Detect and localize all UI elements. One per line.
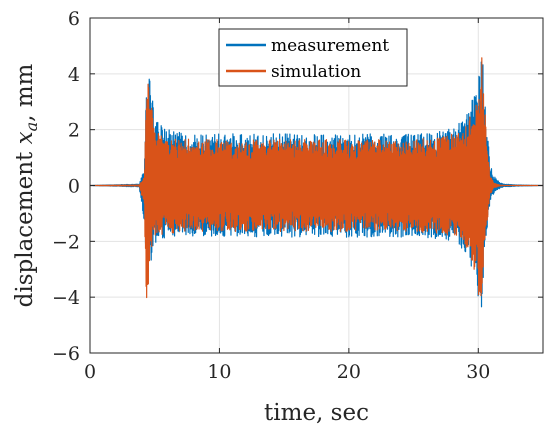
legend-label-simulation: simulation bbox=[271, 62, 361, 82]
y-axis-label-suffix: , mm bbox=[12, 63, 38, 121]
y-tick-label-3: 0 bbox=[68, 176, 80, 198]
y-tick-label-5: 4 bbox=[68, 64, 80, 86]
y-tick-label-4: 2 bbox=[68, 120, 80, 142]
y-axis-label-subscript: a bbox=[22, 122, 41, 132]
x-tick-label-0: 0 bbox=[84, 361, 96, 383]
legend: measurement simulation bbox=[218, 28, 408, 87]
y-axis-label: displacement xa, mm bbox=[12, 63, 41, 307]
series-line-simulation bbox=[89, 57, 544, 299]
y-tick-label-0: −6 bbox=[52, 343, 80, 365]
series-layer bbox=[89, 57, 544, 308]
legend-box bbox=[218, 28, 408, 87]
x-tick-label-3: 30 bbox=[466, 361, 490, 383]
x-tick-label-2: 20 bbox=[337, 361, 361, 383]
x-tick-label-1: 10 bbox=[207, 361, 231, 383]
axes bbox=[89, 17, 544, 354]
y-tick-label-2: −2 bbox=[52, 231, 80, 253]
y-tick-label-6: 6 bbox=[68, 8, 80, 30]
y-axis-label-prefix: displacement bbox=[12, 144, 38, 307]
x-axis-label: time, sec bbox=[264, 400, 369, 426]
y-axis-label-variable: x bbox=[12, 131, 38, 144]
tick-labels: 0 10 20 30 −6 −4 −2 0 2 4 6 bbox=[52, 8, 490, 383]
legend-label-measurement: measurement bbox=[271, 36, 389, 56]
y-tick-label-1: −4 bbox=[52, 287, 80, 309]
